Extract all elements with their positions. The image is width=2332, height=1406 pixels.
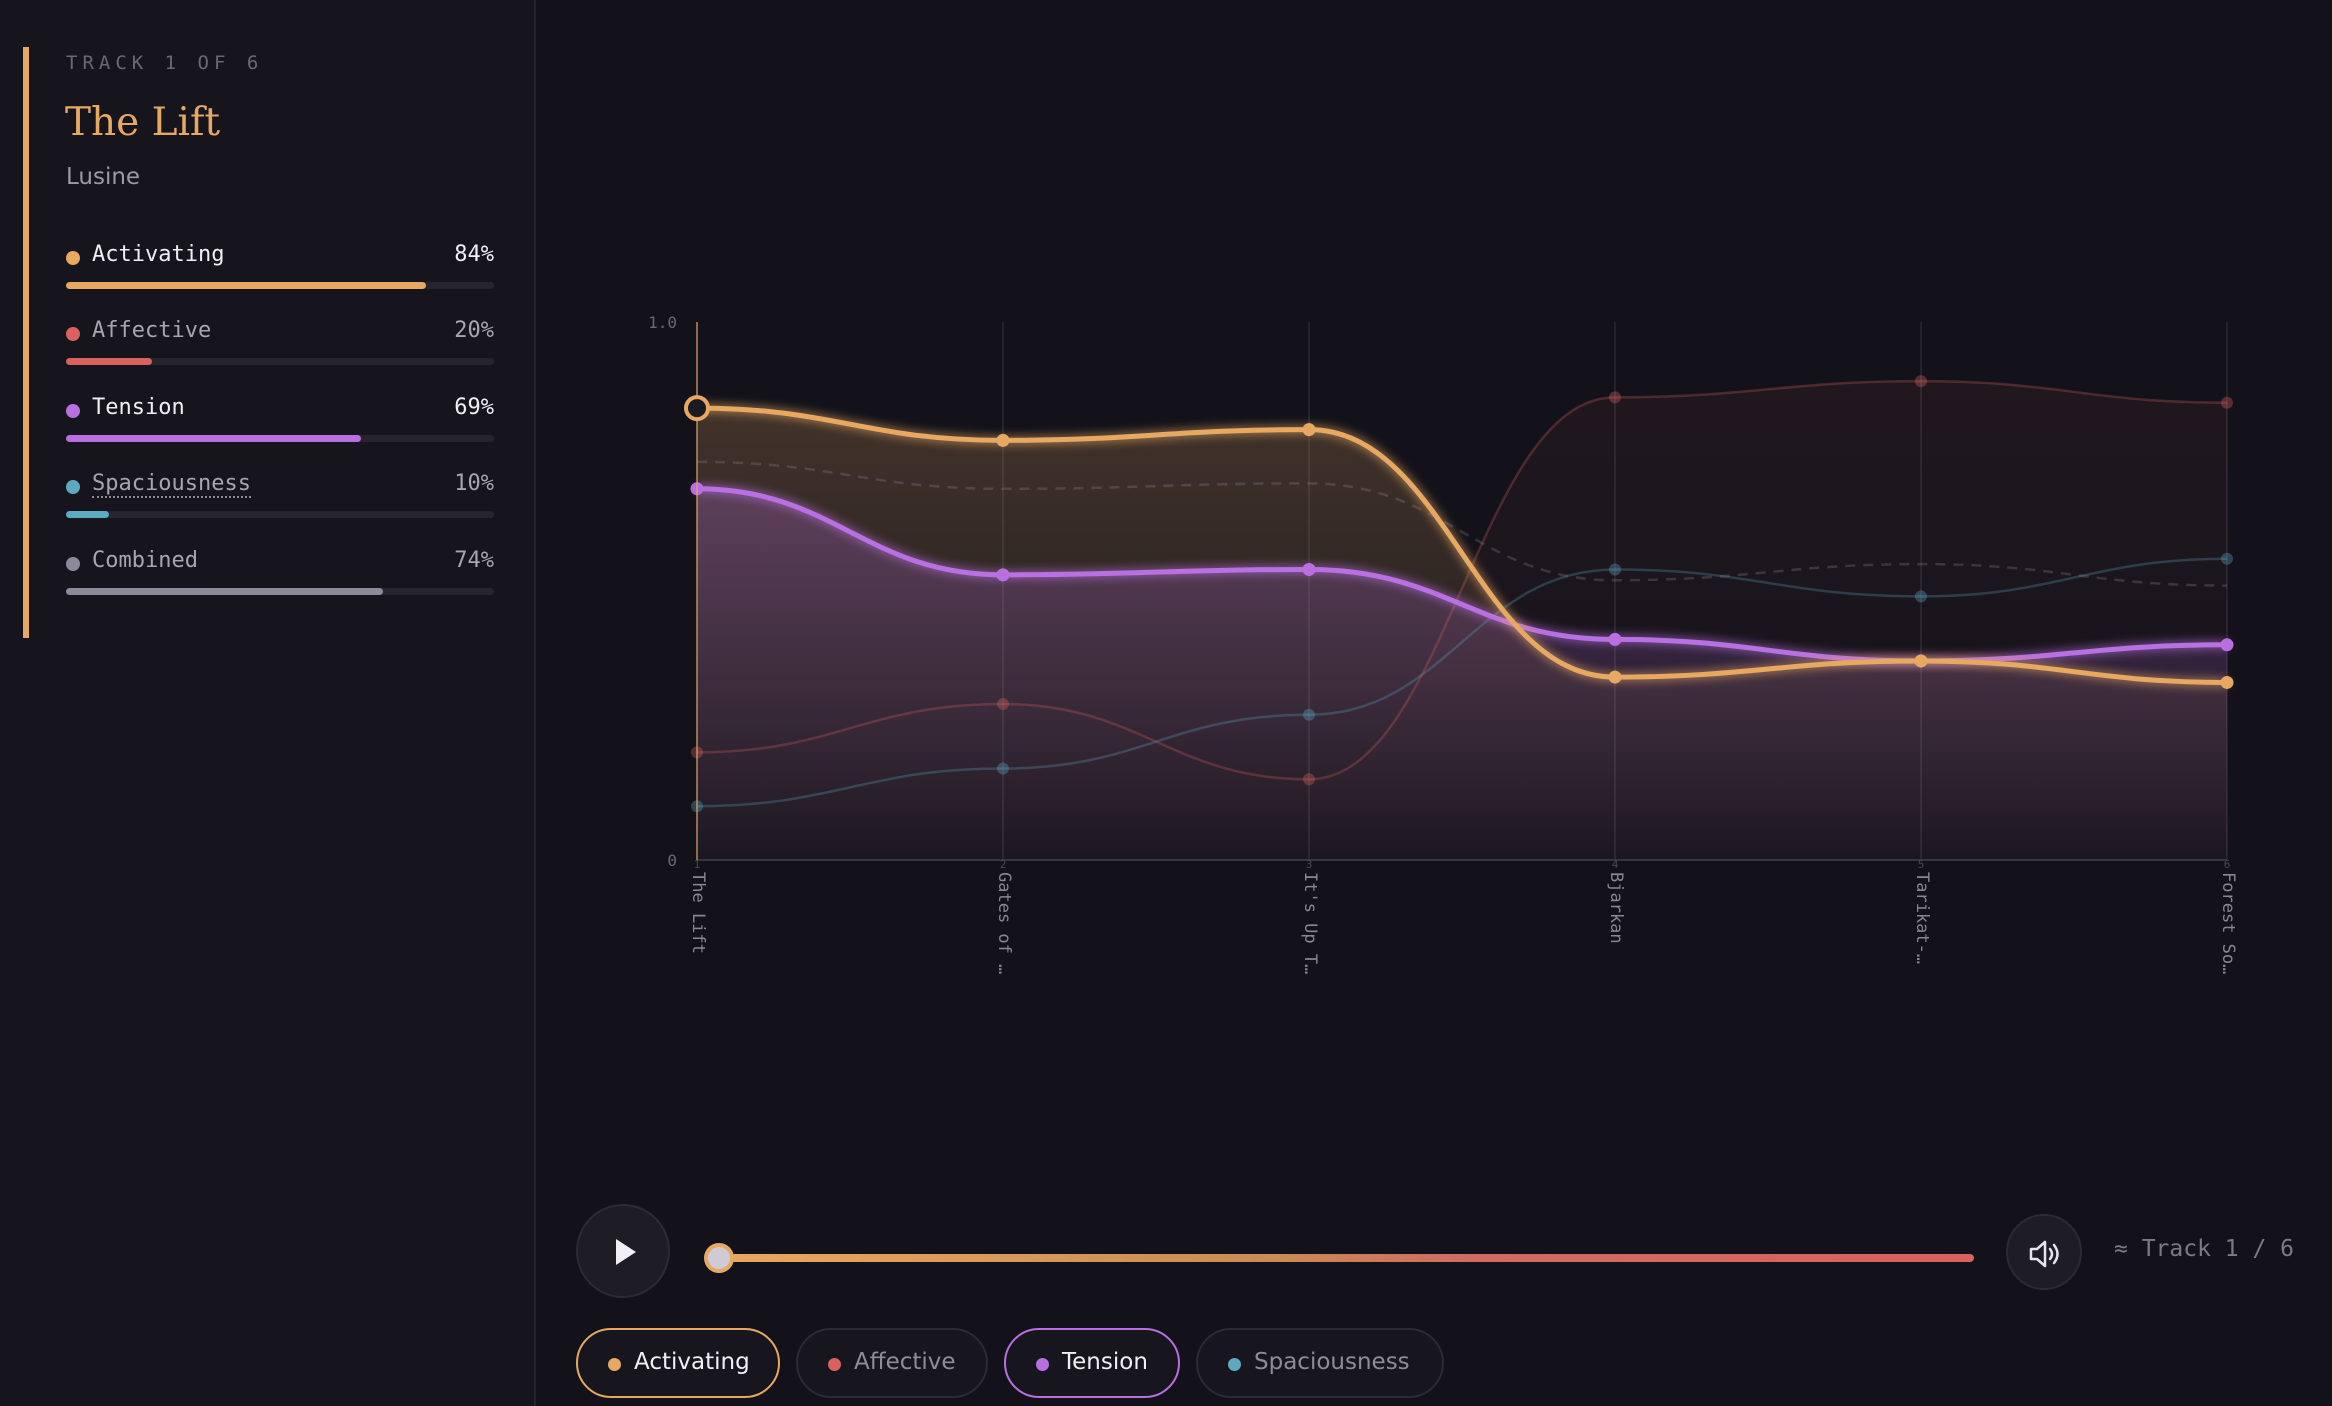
tension-point [996,568,1010,582]
play-button[interactable] [576,1204,670,1298]
metric-label: Combined [92,548,198,573]
combined-line [696,460,2228,587]
metric-label: Tension [92,395,185,420]
activating-dot-icon [608,1358,621,1371]
affective-point [1303,773,1315,786]
spaciousness-point [997,762,1009,775]
chip-spaciousness[interactable]: Spaciousness [1196,1328,1444,1398]
metric-bar [66,588,494,595]
x-tick-label: It's Up T… [1300,872,1320,974]
track-artist: Lusine [66,164,141,190]
metric-tension: Tension 69% [66,389,494,449]
affective-dot-icon [828,1358,841,1371]
chip-tension[interactable]: Tension [1004,1328,1180,1398]
affective-point [997,697,1009,710]
x-tick-number: 3 [1306,858,1313,871]
metric-bar [66,435,494,442]
tension-point [1302,562,1316,576]
activating-dot-icon [66,251,80,265]
metric-bar-fill [66,358,152,365]
metric-bar [66,358,494,365]
emotion-chart[interactable]: 0 1.0 1 The Lift 2 Gates of … 3 It's Up T… 4 Bjar… [620,290,2280,1010]
track-counter: TRACK 1 OF 6 [66,52,264,74]
x-tick-number: 5 [1918,858,1925,871]
play-icon [616,1239,636,1265]
metric-label: Activating [92,242,225,267]
spaciousness-dot-icon [1228,1358,1241,1371]
spaciousness-dot-icon [66,480,80,494]
tension-area [697,488,2227,860]
chip-label: Spaciousness [1254,1349,1410,1375]
track-title: The Lift [65,100,221,145]
activating-point [1608,670,1622,684]
x-tick-number: 2 [1000,858,1007,871]
volume-button[interactable] [2006,1214,2082,1290]
tension-point [1608,632,1622,646]
volume-icon [2029,1240,2059,1268]
x-tick-label: The Lift [688,872,708,954]
tension-dot-icon [1036,1358,1049,1371]
activating-point [1302,423,1316,437]
y-tick-label: 0 [667,851,677,870]
metric-bar-fill [66,511,109,518]
progress-bar[interactable] [716,1254,1974,1262]
y-tick-label: 1.0 [648,313,677,332]
metric-value: 84% [454,242,494,267]
spaciousness-point [1915,590,1927,603]
spaciousness-line [696,557,2228,808]
metric-affective: Affective 20% [66,312,494,372]
affective-point [2221,396,2233,409]
metric-bar-fill [66,282,426,289]
chip-label: Affective [854,1349,956,1375]
metric-value: 20% [454,318,494,343]
track-indicator: ≈ Track 1 / 6 [2114,1236,2295,1262]
metric-value: 10% [454,471,494,496]
x-tick-label: Tarikat-… [1912,872,1932,964]
affective-line [696,379,2228,781]
activating-point [1914,654,1928,668]
activating-point [996,433,1010,447]
x-tick-number: 6 [2224,858,2231,871]
chip-activating[interactable]: Activating [576,1328,780,1398]
sidebar: TRACK 1 OF 6 The Lift Lusine Activating … [0,0,536,1406]
track-accent-bar [23,47,29,638]
affective-point [1609,391,1621,404]
metric-bar [66,511,494,518]
metric-bar-fill [66,435,362,442]
spaciousness-point [1609,563,1621,576]
metric-label[interactable]: Spaciousness [92,471,251,498]
tension-point [2220,638,2234,652]
x-tick-number: 4 [1612,858,1619,871]
combined-dot-icon [66,557,80,571]
chip-affective[interactable]: Affective [796,1328,988,1398]
affective-point [1915,375,1927,388]
chip-label: Tension [1062,1349,1148,1375]
spaciousness-point [2221,552,2233,565]
metric-bar-fill [66,588,383,595]
metric-bar [66,282,494,289]
activating-line [696,405,2228,685]
x-tick-label: Bjarkan [1606,872,1626,944]
metric-value: 69% [454,395,494,420]
activating-point [2220,675,2234,689]
x-tick-label: Gates of … [994,872,1014,974]
metric-spaciousness[interactable]: Spaciousness 10% [66,465,494,525]
metric-value: 74% [454,548,494,573]
selected-point-marker [684,395,710,422]
metric-label: Affective [92,318,212,343]
x-tick-number: 1 [694,858,701,871]
spaciousness-point [1303,708,1315,721]
metric-activating: Activating 84% [66,236,494,296]
chip-label: Activating [634,1349,750,1375]
tension-dot-icon [66,404,80,418]
x-tick-label: Forest So… [2218,872,2238,974]
metric-combined: Combined 74% [66,542,494,602]
progress-handle[interactable] [704,1243,734,1273]
affective-dot-icon [66,327,80,341]
